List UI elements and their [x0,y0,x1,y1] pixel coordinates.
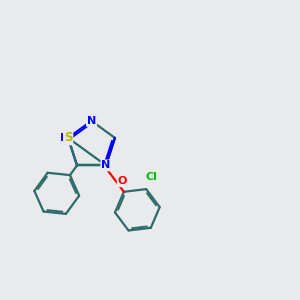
Text: O: O [118,176,127,186]
Text: N: N [60,133,69,143]
Text: Cl: Cl [146,172,158,182]
Text: N: N [101,160,111,170]
Text: N: N [87,116,96,126]
Text: S: S [64,131,72,144]
